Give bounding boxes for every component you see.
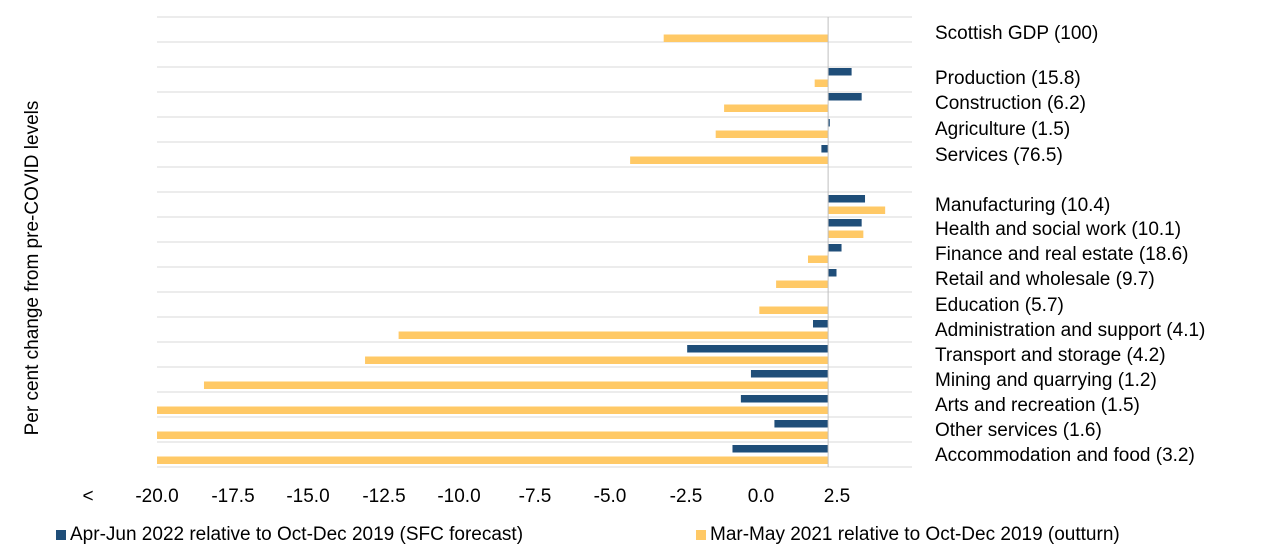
- bar-forecast-4: [821, 145, 829, 153]
- category-label: Education (5.7): [935, 295, 1064, 316]
- gridlines: [157, 16, 912, 468]
- x-tick-label: <: [82, 486, 93, 507]
- x-tick-label: -20.0: [135, 486, 178, 507]
- category-label: Agriculture (1.5): [935, 119, 1070, 140]
- x-tick-label: -7.5: [519, 486, 552, 507]
- bar-outturn-9: [759, 306, 829, 314]
- bar-outturn-14: [157, 431, 829, 439]
- bar-outturn-8: [776, 280, 829, 288]
- bar-forecast-14: [774, 420, 829, 428]
- bar-forecast-12: [750, 370, 829, 378]
- bar-outturn-10: [398, 331, 829, 339]
- legend-swatch-outturn: [696, 530, 706, 540]
- bar-outturn-5: [828, 206, 886, 214]
- legend-label-forecast: Apr-Jun 2022 relative to Oct-Dec 2019 (S…: [70, 524, 524, 545]
- legend-label-outturn: Mar-May 2021 relative to Oct-Dec 2019 (o…: [710, 524, 1120, 545]
- bar-outturn-0: [663, 34, 829, 42]
- bar-forecast-7: [828, 244, 842, 252]
- bar-outturn-3: [715, 130, 829, 138]
- category-label: Arts and recreation (1.5): [935, 395, 1140, 416]
- bar-outturn-13: [157, 406, 829, 414]
- x-tick-label: -17.5: [211, 486, 254, 507]
- bar-forecast-6: [828, 219, 862, 227]
- legend-item-forecast: Apr-Jun 2022 relative to Oct-Dec 2019 (S…: [56, 524, 523, 546]
- bar-forecast-8: [828, 269, 837, 277]
- bar-outturn-4: [630, 156, 829, 164]
- bar-forecast-3: [828, 119, 830, 127]
- category-label: Accommodation and food (3.2): [935, 445, 1195, 466]
- bars: [157, 17, 886, 467]
- x-tick-label: -10.0: [437, 486, 480, 507]
- category-label: Construction (6.2): [935, 93, 1086, 114]
- bar-forecast-2: [828, 93, 862, 101]
- bar-outturn-6: [828, 230, 864, 238]
- category-label: Health and social work (10.1): [935, 219, 1181, 240]
- x-tick-label: -15.0: [286, 486, 329, 507]
- bar-outturn-1: [814, 79, 829, 87]
- category-label: Retail and wholesale (9.7): [935, 269, 1155, 290]
- category-label: Scottish GDP (100): [935, 23, 1098, 44]
- x-axis-ticks: < -20.0 -17.5 -15.0 -12.5 -10.0 -7.5 -5.0 -2.5 0.…: [82, 486, 850, 507]
- bar-outturn-7: [807, 255, 829, 263]
- category-label: Manufacturing (10.4): [935, 195, 1110, 216]
- bar-forecast-15: [732, 445, 829, 453]
- category-label: Transport and storage (4.2): [935, 345, 1166, 366]
- x-tick-label: 2.5: [824, 486, 850, 507]
- x-tick-label: 0.0: [748, 486, 774, 507]
- category-labels: Scottish GDP (100) Production (15.8) Const…: [935, 23, 1205, 466]
- bar-forecast-13: [740, 395, 829, 403]
- bar-forecast-11: [687, 345, 829, 353]
- y-axis-label: Per cent change from pre-COVID levels: [22, 101, 43, 436]
- category-label: Production (15.8): [935, 68, 1081, 89]
- category-label: Mining and quarrying (1.2): [935, 370, 1157, 391]
- x-tick-label: -5.0: [594, 486, 627, 507]
- legend: Apr-Jun 2022 relative to Oct-Dec 2019 (S…: [0, 524, 1277, 549]
- bar-outturn-2: [724, 104, 829, 112]
- category-label: Administration and support (4.1): [935, 320, 1205, 341]
- legend-swatch-forecast: [56, 530, 66, 540]
- bar-outturn-11: [365, 356, 829, 364]
- bar-outturn-15: [157, 456, 829, 464]
- bar-forecast-1: [828, 68, 852, 76]
- bar-outturn-12: [203, 381, 829, 389]
- x-tick-label: -2.5: [670, 486, 703, 507]
- bar-forecast-5: [828, 195, 866, 203]
- legend-item-outturn: Mar-May 2021 relative to Oct-Dec 2019 (o…: [696, 524, 1120, 546]
- category-label: Finance and real estate (18.6): [935, 244, 1189, 265]
- x-tick-label: -12.5: [362, 486, 405, 507]
- category-label: Services (76.5): [935, 145, 1063, 166]
- bar-forecast-10: [813, 320, 829, 328]
- category-label: Other services (1.6): [935, 420, 1102, 441]
